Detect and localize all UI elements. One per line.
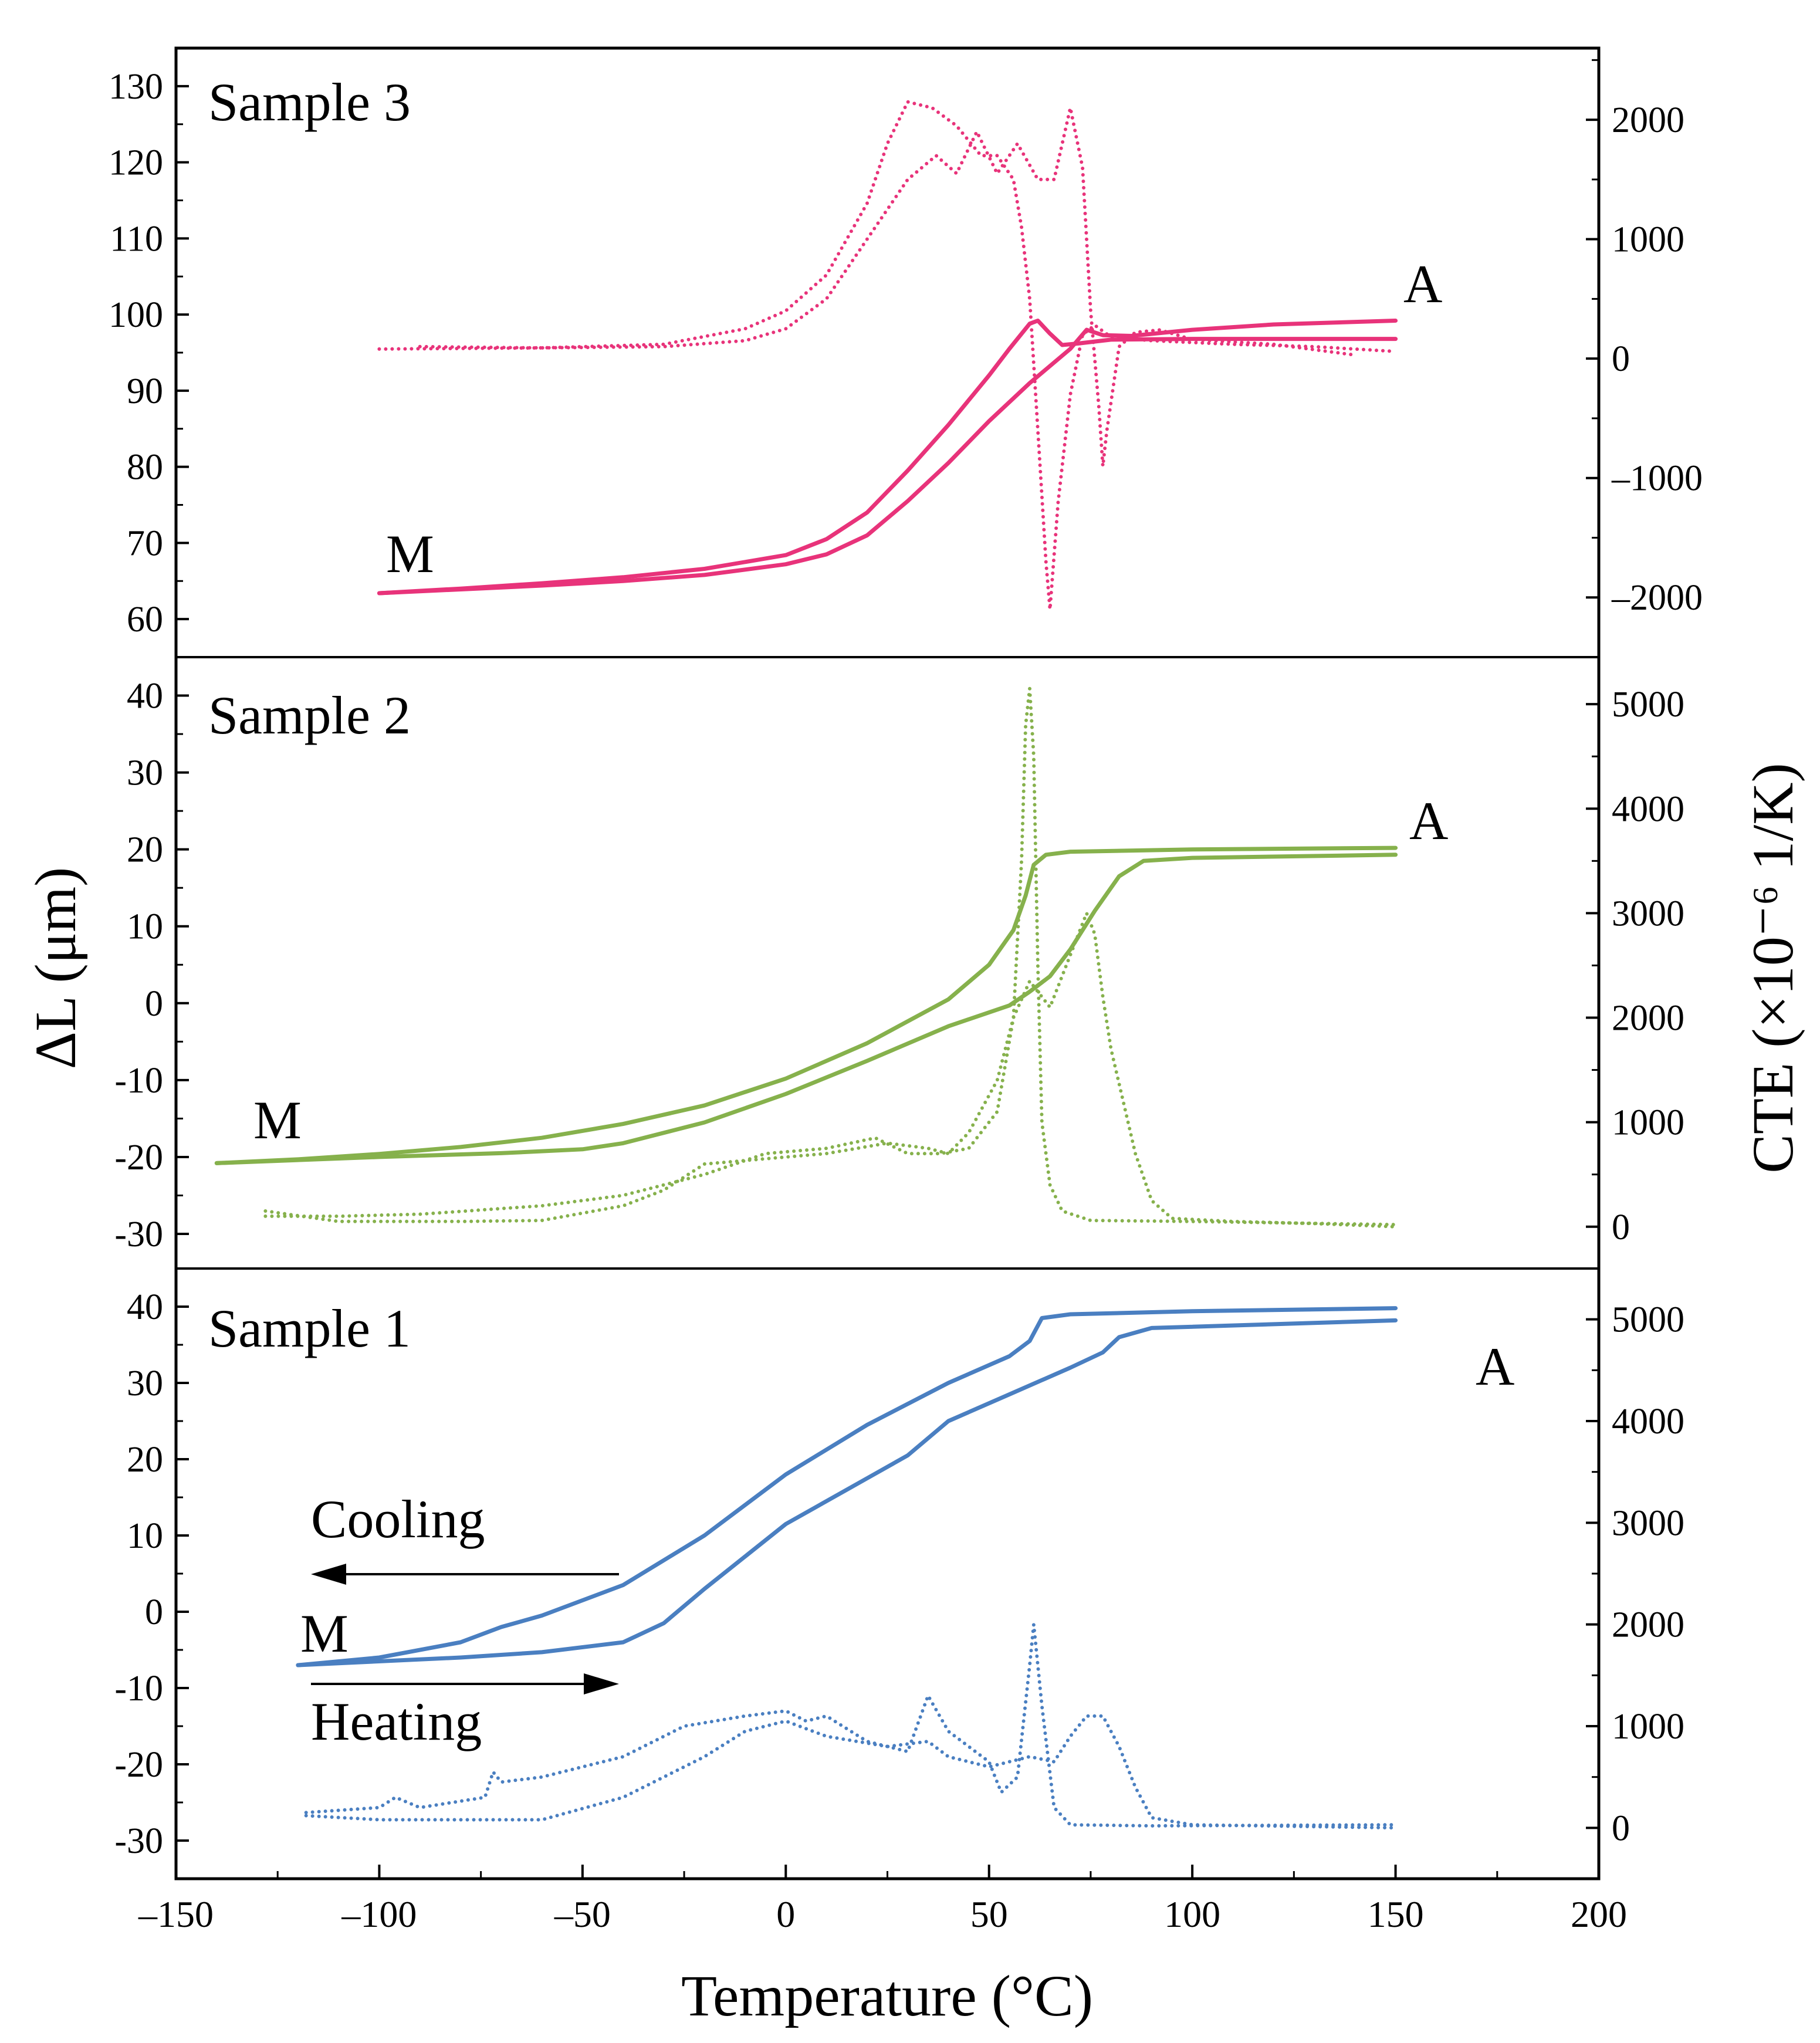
- s1-cte-cooling-line: [304, 1622, 1398, 1828]
- sample-3-label-a: A: [1403, 254, 1442, 314]
- s1-right-tick-label: 1000: [1612, 1707, 1684, 1747]
- heating-label: Heating: [311, 1692, 482, 1751]
- s1-right-tick-label: 5000: [1612, 1300, 1684, 1340]
- s1-left-tick-label: -30: [114, 1821, 163, 1861]
- s1-right-tick-label: 3000: [1612, 1503, 1684, 1543]
- s1-left-tick-label: 40: [127, 1287, 163, 1327]
- sample-1-label-a: A: [1476, 1337, 1514, 1396]
- s3-left-tick-label: 90: [127, 371, 163, 411]
- s1-left-tick-label: 0: [145, 1592, 163, 1632]
- sample-2-label-a: A: [1409, 791, 1448, 851]
- s3-cte-heating-line: [418, 106, 1357, 468]
- s2-right-tick-label: 2000: [1612, 999, 1684, 1039]
- x-tick-label: –100: [341, 1893, 417, 1935]
- heating-arrow-head: [584, 1673, 619, 1694]
- x-tick-label: 150: [1368, 1893, 1424, 1935]
- s3-left-tick-label: 130: [109, 67, 163, 107]
- x-axis-title: Temperature (°C): [681, 1963, 1093, 2028]
- s3-right-tick-label: –2000: [1611, 578, 1703, 618]
- s2-cte-heating-line: [263, 911, 1398, 1229]
- s2-right-tick-label: 5000: [1612, 685, 1684, 725]
- sample-1-title: Sample 1: [208, 1298, 411, 1358]
- sample-1-label-m: M: [300, 1604, 349, 1663]
- s1-left-tick-label: -20: [114, 1745, 163, 1785]
- s1-left-tick-label: 30: [127, 1364, 163, 1403]
- s1-right-tick-label: 2000: [1612, 1605, 1684, 1645]
- s1-left-tick-label: 10: [127, 1516, 163, 1556]
- s3-right-tick-label: 0: [1612, 339, 1630, 379]
- sample-2-title: Sample 2: [208, 685, 411, 745]
- cooling-arrow-head: [311, 1564, 346, 1585]
- s3-cte-cooling-line: [377, 100, 1398, 611]
- left-axis-title: ΔL (μm): [23, 867, 88, 1070]
- x-tick-label: 0: [776, 1893, 795, 1935]
- s3-dl-heating-line: [377, 319, 1398, 596]
- x-tick-label: 50: [970, 1893, 1008, 1935]
- s3-left-tick-label: 70: [127, 523, 163, 563]
- s2-left-tick-label: 30: [127, 753, 163, 793]
- right-axis-title: CTE (×10⁻⁶ 1/K): [1740, 763, 1805, 1173]
- s2-right-tick-label: 4000: [1612, 789, 1684, 829]
- s2-dl-heating-line: [214, 853, 1398, 1165]
- s3-left-tick-label: 110: [110, 219, 163, 259]
- s2-right-tick-label: 1000: [1612, 1103, 1684, 1143]
- s1-right-tick-label: 4000: [1612, 1402, 1684, 1442]
- s3-left-tick-label: 100: [109, 295, 163, 335]
- x-tick-label: 200: [1571, 1893, 1627, 1935]
- s2-left-tick-label: 40: [127, 677, 163, 716]
- s3-right-tick-label: 2000: [1612, 100, 1684, 140]
- data-lines: [214, 100, 1398, 1830]
- s2-left-tick-label: 10: [127, 907, 163, 947]
- s2-right-tick-label: 3000: [1612, 894, 1684, 933]
- s1-dl-cooling-line: [296, 1306, 1398, 1667]
- s2-left-tick-label: -10: [114, 1061, 163, 1101]
- s2-left-tick-label: 20: [127, 830, 163, 870]
- sample-2-label-m: M: [253, 1090, 302, 1150]
- s2-left-tick-label: -20: [114, 1138, 163, 1178]
- cooling-label: Cooling: [311, 1489, 485, 1549]
- axis-ticks: 60708090100110120130–2000–1000010002000-…: [109, 59, 1703, 1935]
- s3-left-tick-label: 80: [127, 448, 163, 488]
- s1-left-tick-label: -10: [114, 1669, 163, 1709]
- s1-dl-heating-line: [296, 1318, 1398, 1667]
- s1-cte-heating-line: [304, 1714, 1398, 1830]
- sample-3-title: Sample 3: [208, 72, 411, 132]
- s1-right-tick-label: 0: [1612, 1808, 1630, 1848]
- x-tick-label: 100: [1164, 1893, 1220, 1935]
- s3-left-tick-label: 60: [127, 600, 163, 640]
- x-tick-label: –150: [138, 1893, 214, 1935]
- s3-right-tick-label: 1000: [1612, 220, 1684, 260]
- s2-left-tick-label: -30: [114, 1215, 163, 1254]
- sample-3-label-m: M: [386, 524, 434, 584]
- s2-dl-cooling-line: [214, 845, 1398, 1165]
- s1-left-tick-label: 20: [127, 1440, 163, 1480]
- s3-left-tick-label: 120: [109, 143, 163, 183]
- s3-right-tick-label: –1000: [1611, 459, 1703, 499]
- x-tick-label: –50: [554, 1893, 611, 1935]
- s2-right-tick-label: 0: [1612, 1207, 1630, 1247]
- s2-left-tick-label: 0: [145, 984, 163, 1024]
